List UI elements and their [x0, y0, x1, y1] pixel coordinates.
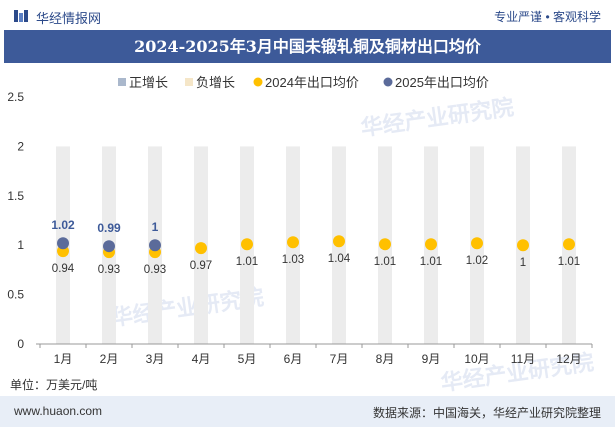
x-tick-label: 7月	[330, 352, 349, 366]
footer-url[interactable]: www.huaon.com	[14, 404, 103, 418]
data-label-2024: 0.93	[144, 264, 166, 276]
data-label-2024: 0.97	[190, 260, 212, 272]
data-point-2025	[149, 239, 161, 252]
data-label-2025: 1	[152, 220, 159, 234]
x-tick-label: 5月	[238, 352, 257, 366]
y-tick-label: 0.5	[7, 288, 24, 302]
x-tick-label: 4月	[192, 352, 211, 366]
data-label-2024: 1.03	[282, 254, 304, 266]
chart-title: 2024-2025年3月中国未锻轧铜及铜材出口均价	[134, 37, 481, 56]
chart-area: 正增长 负增长 2024年出口均价 2025年出口均价 0 0.5 1 1.5 2 2.5 1月 2月…	[7, 75, 593, 366]
y-tick-label: 0	[17, 337, 24, 351]
data-label-2024: 1.01	[420, 256, 442, 268]
brand-name: 华经情报网	[36, 11, 102, 26]
title-bar: 2024-2025年3月中国未锻轧铜及铜材出口均价	[4, 30, 611, 63]
x-tick-label: 12月	[556, 352, 581, 366]
data-label-2024: 1.01	[558, 256, 580, 268]
data-point-2024	[287, 236, 299, 249]
legend-label: 2025年出口均价	[395, 75, 489, 90]
data-label-2024: 1	[520, 257, 526, 269]
y-tick-label: 2.5	[7, 90, 24, 104]
footer-source: 数据来源：中国海关，华经产业研究院整理	[372, 406, 601, 420]
data-label-2024: 1.04	[328, 253, 351, 265]
data-label-2024: 1.01	[236, 256, 258, 268]
data-point-2024	[379, 238, 391, 251]
legend-swatch	[118, 78, 126, 86]
legend-label: 2024年出口均价	[265, 75, 359, 90]
y-tick-label: 1	[17, 238, 24, 252]
unit-label: 单位：万美元/吨	[10, 378, 98, 392]
top-bar: 华经情报网 专业严谨 • 客观科学	[0, 0, 615, 30]
x-tick-label: 1月	[54, 352, 73, 366]
x-tick-label: 10月	[464, 352, 489, 366]
brand-tagline: 专业严谨 • 客观科学	[494, 10, 601, 24]
x-tick-label: 11月	[511, 352, 535, 366]
data-label-2024: 1.02	[466, 255, 488, 267]
data-point-2024	[517, 239, 529, 252]
data-point-2025	[57, 237, 69, 250]
y-tick-label: 2	[17, 139, 24, 153]
data-point-2024	[471, 237, 483, 250]
x-tick-label: 9月	[422, 352, 441, 366]
data-point-2024	[425, 238, 437, 251]
data-point-2024	[333, 235, 345, 248]
data-point-2024	[241, 238, 253, 251]
brand-logo-icon	[14, 10, 28, 22]
data-point-2024	[195, 242, 207, 255]
x-tick-label: 8月	[376, 352, 395, 366]
y-tick-label: 1.5	[7, 189, 24, 203]
data-label-2024: 1.01	[374, 256, 396, 268]
data-label-2025: 1.02	[51, 218, 75, 232]
footer: www.huaon.com 数据来源：中国海关，华经产业研究院整理	[0, 396, 615, 427]
x-tick-label: 2月	[100, 352, 119, 366]
data-label-2024: 0.93	[98, 264, 120, 276]
legend-label: 正增长	[129, 75, 168, 90]
legend-label: 负增长	[196, 75, 235, 90]
legend-swatch	[253, 77, 263, 87]
data-point-2024	[563, 238, 575, 251]
legend-swatch	[185, 78, 193, 86]
x-tick-label: 3月	[146, 352, 165, 366]
legend-swatch	[383, 77, 393, 87]
data-label-2024: 0.94	[52, 263, 75, 275]
data-point-2025	[103, 240, 115, 253]
x-tick-label: 6月	[284, 352, 303, 366]
data-label-2025: 0.99	[97, 221, 121, 235]
